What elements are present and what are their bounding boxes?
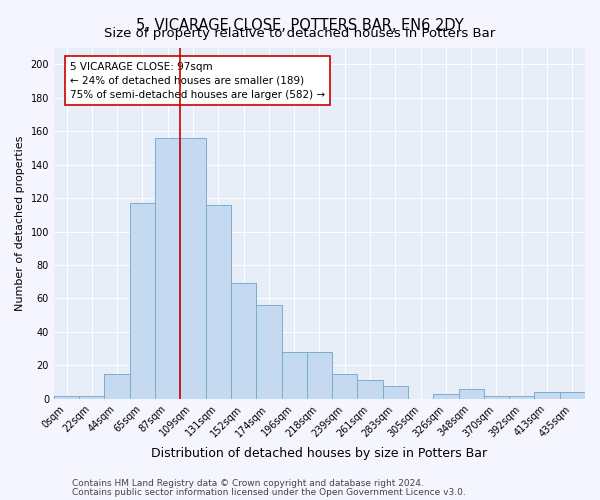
Bar — [484, 396, 509, 399]
Bar — [231, 284, 256, 399]
Text: Contains public sector information licensed under the Open Government Licence v3: Contains public sector information licen… — [72, 488, 466, 497]
Bar — [79, 396, 104, 399]
Bar — [332, 374, 358, 399]
Bar — [383, 386, 408, 399]
Y-axis label: Number of detached properties: Number of detached properties — [15, 136, 25, 311]
Text: Contains HM Land Registry data © Crown copyright and database right 2024.: Contains HM Land Registry data © Crown c… — [72, 479, 424, 488]
Bar — [155, 138, 181, 399]
Bar — [458, 389, 484, 399]
Bar — [104, 374, 130, 399]
Bar — [256, 305, 281, 399]
Bar — [130, 203, 155, 399]
Text: 5, VICARAGE CLOSE, POTTERS BAR, EN6 2DY: 5, VICARAGE CLOSE, POTTERS BAR, EN6 2DY — [136, 18, 464, 32]
Bar — [54, 396, 79, 399]
Bar — [509, 396, 535, 399]
Bar — [358, 380, 383, 399]
Bar — [560, 392, 585, 399]
X-axis label: Distribution of detached houses by size in Potters Bar: Distribution of detached houses by size … — [151, 447, 488, 460]
Bar — [307, 352, 332, 399]
Text: Size of property relative to detached houses in Potters Bar: Size of property relative to detached ho… — [104, 28, 496, 40]
Bar — [181, 138, 206, 399]
Bar — [535, 392, 560, 399]
Bar — [433, 394, 458, 399]
Bar — [206, 205, 231, 399]
Text: 5 VICARAGE CLOSE: 97sqm
← 24% of detached houses are smaller (189)
75% of semi-d: 5 VICARAGE CLOSE: 97sqm ← 24% of detache… — [70, 62, 325, 100]
Bar — [281, 352, 307, 399]
